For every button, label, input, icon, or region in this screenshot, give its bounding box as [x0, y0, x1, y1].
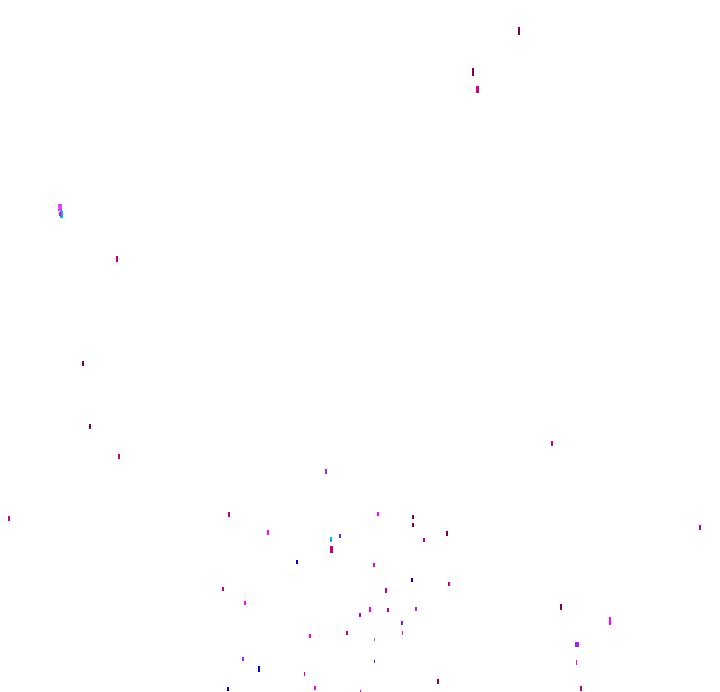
noise-speck: [59, 212, 61, 216]
noise-speck: [325, 469, 327, 474]
noise-speck: [228, 512, 230, 517]
noise-speck: [385, 588, 387, 593]
noise-speck: [580, 686, 582, 691]
noise-speck: [402, 631, 403, 635]
noise-speck: [60, 211, 63, 218]
noise-speck: [267, 530, 269, 535]
noise-speck: [360, 690, 361, 692]
noise-speck: [448, 582, 450, 586]
noise-speck: [476, 86, 479, 93]
noise-speck: [258, 666, 260, 672]
noise-speck: [412, 515, 414, 519]
noise-speck: [346, 631, 348, 635]
noise-speck: [116, 256, 118, 262]
noise-speck: [244, 601, 246, 605]
noise-speck: [437, 679, 439, 684]
noise-speck: [330, 537, 332, 542]
noise-speck: [412, 523, 414, 527]
noise-speck: [446, 531, 448, 536]
noise-speck: [304, 672, 305, 676]
noise-speck: [374, 660, 375, 663]
noise-speck: [369, 607, 371, 612]
noise-speck: [222, 587, 224, 591]
noise-speck: [330, 546, 333, 553]
noise-speck: [82, 361, 84, 366]
noise-speck: [227, 687, 229, 691]
noise-speck: [359, 613, 361, 617]
noise-speck: [401, 621, 403, 625]
noise-speck: [309, 634, 311, 638]
noise-speck: [8, 516, 10, 521]
noise-speck: [518, 27, 520, 35]
noise-speck: [242, 657, 244, 661]
noise-speck: [373, 563, 375, 567]
noise-speck: [609, 617, 611, 625]
noise-speck: [423, 538, 425, 542]
noise-speck: [89, 424, 91, 429]
noise-speck: [314, 686, 316, 690]
noise-speck: [472, 68, 474, 76]
noise-speck: [551, 441, 553, 446]
noise-speck: [699, 525, 701, 530]
noise-speck: [58, 204, 62, 211]
noise-speck: [377, 512, 379, 516]
noise-speck: [387, 608, 389, 612]
noise-speck: [339, 534, 341, 538]
noise-speck: [575, 642, 579, 647]
noise-speck: [415, 607, 417, 611]
noise-speck: [576, 660, 577, 665]
noise-speck: [411, 578, 413, 582]
noise-speck: [118, 454, 120, 459]
noise-speck: [374, 638, 375, 641]
noise-speck: [560, 604, 562, 610]
noise-speck: [296, 560, 298, 564]
